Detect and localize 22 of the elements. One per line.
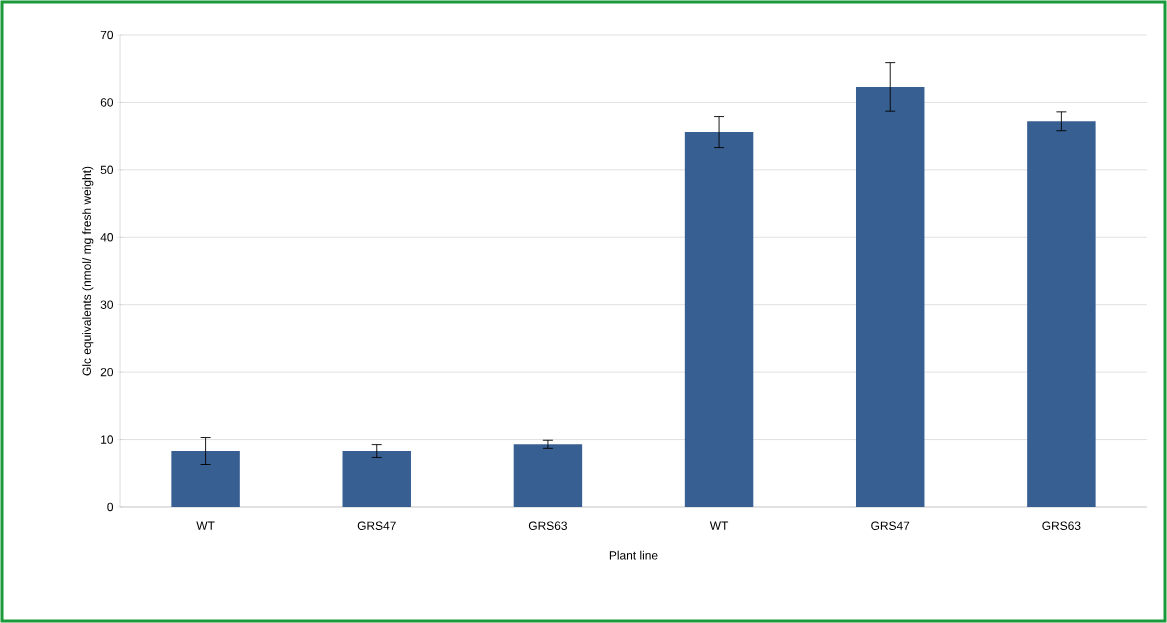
x-tick-label: GRS47	[357, 521, 396, 530]
x-tick-label: GRS47	[871, 521, 910, 530]
x-tick-label: GRS63	[528, 521, 567, 530]
y-tick-label: 70	[100, 30, 114, 40]
y-tick-label: 0	[107, 502, 114, 512]
y-tick-label: 30	[100, 300, 114, 309]
y-tick-label: 40	[100, 233, 114, 242]
x-tick-label: WT	[196, 521, 215, 530]
bar	[171, 451, 240, 507]
x-axis-title: Plant line	[609, 550, 658, 560]
bar	[342, 451, 411, 507]
y-tick-label: 50	[100, 165, 114, 175]
y-axis-title: Glc equivalents (nmol/ mg fresh weight)	[82, 166, 94, 376]
x-tick-label: GRS63	[1042, 521, 1081, 530]
y-tick-label: 20	[100, 367, 114, 377]
y-tick-label: 10	[101, 435, 114, 444]
bar	[513, 444, 583, 507]
x-tick-label: WT	[709, 521, 729, 530]
bar	[684, 132, 754, 507]
bar	[1027, 121, 1096, 507]
y-tick-label: 60	[100, 98, 114, 107]
bar	[855, 86, 925, 507]
